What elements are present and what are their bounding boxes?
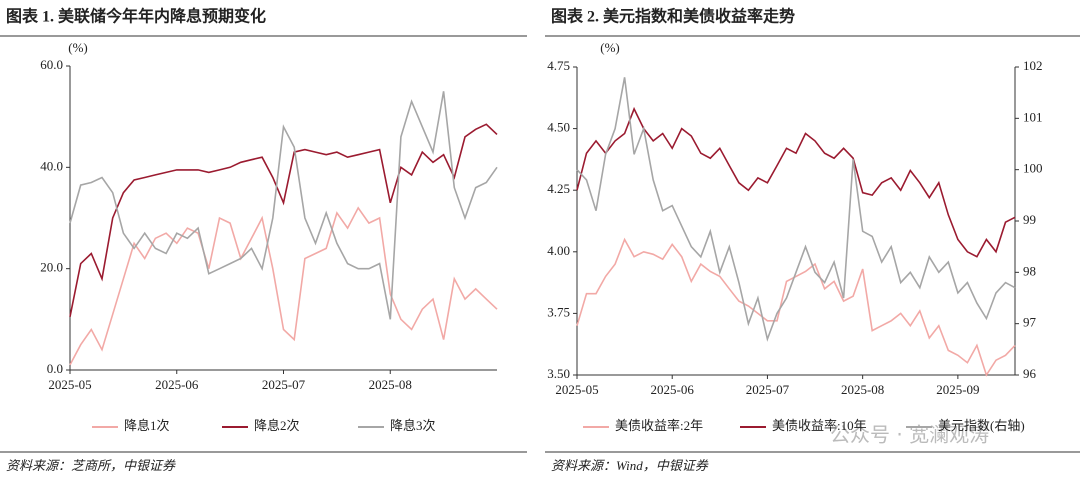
- y-tick-label: 4.00: [547, 243, 570, 258]
- y2-tick-label: 96: [1023, 366, 1037, 381]
- y2-tick-label: 102: [1023, 58, 1043, 73]
- y2-tick-label: 99: [1023, 212, 1036, 227]
- y-tick-label: 4.75: [547, 58, 570, 73]
- y2-tick-label: 98: [1023, 263, 1036, 278]
- y-tick-label: 3.50: [547, 366, 570, 381]
- chart-title: 图表 2. 美元指数和美债收益率走势: [551, 7, 795, 26]
- y-tick-label: 3.75: [547, 304, 570, 319]
- series-line: [69, 206, 498, 366]
- y2-tick-label: 100: [1023, 161, 1043, 176]
- y-tick-label: 20.0: [40, 260, 63, 275]
- x-tick-label: 2025-09: [936, 382, 979, 397]
- source: 资料来源：Wind，中银证券: [551, 458, 709, 473]
- legend-label: 降息2次: [254, 418, 300, 433]
- legend-label: 降息1次: [124, 418, 170, 433]
- series-line: [576, 77, 1016, 342]
- y-tick-label: 60.0: [40, 57, 63, 72]
- y-tick-label: 4.25: [547, 181, 570, 196]
- y2-tick-label: 97: [1023, 315, 1037, 330]
- series-line: [69, 91, 498, 320]
- x-tick-label: 2025-06: [651, 382, 695, 397]
- series-line: [69, 123, 498, 317]
- y-axis-label: (%): [600, 40, 620, 55]
- y-tick-label: 4.50: [547, 120, 570, 135]
- x-tick-label: 2025-05: [555, 382, 598, 397]
- y-axis-label: (%): [68, 40, 88, 55]
- x-tick-label: 2025-08: [841, 382, 884, 397]
- x-tick-label: 2025-07: [262, 377, 306, 392]
- y-tick-label: 0.0: [47, 361, 63, 376]
- legend-label: 美元指数(右轴): [938, 418, 1025, 433]
- y-tick-label: 40.0: [40, 158, 63, 173]
- legend-label: 降息3次: [390, 418, 436, 433]
- chart-title: 图表 1. 美联储今年年内降息预期变化: [6, 7, 266, 26]
- legend-label: 美债收益率:2年: [615, 418, 703, 433]
- legend-label: 美债收益率:10年: [772, 418, 867, 433]
- x-tick-label: 2025-07: [746, 382, 790, 397]
- source: 资料来源：芝商所，中银证券: [6, 458, 176, 473]
- series-line: [576, 237, 1016, 377]
- x-tick-label: 2025-06: [155, 377, 199, 392]
- y2-tick-label: 101: [1023, 109, 1043, 124]
- x-tick-label: 2025-05: [48, 377, 91, 392]
- series-line: [576, 106, 1016, 258]
- x-tick-label: 2025-08: [369, 377, 412, 392]
